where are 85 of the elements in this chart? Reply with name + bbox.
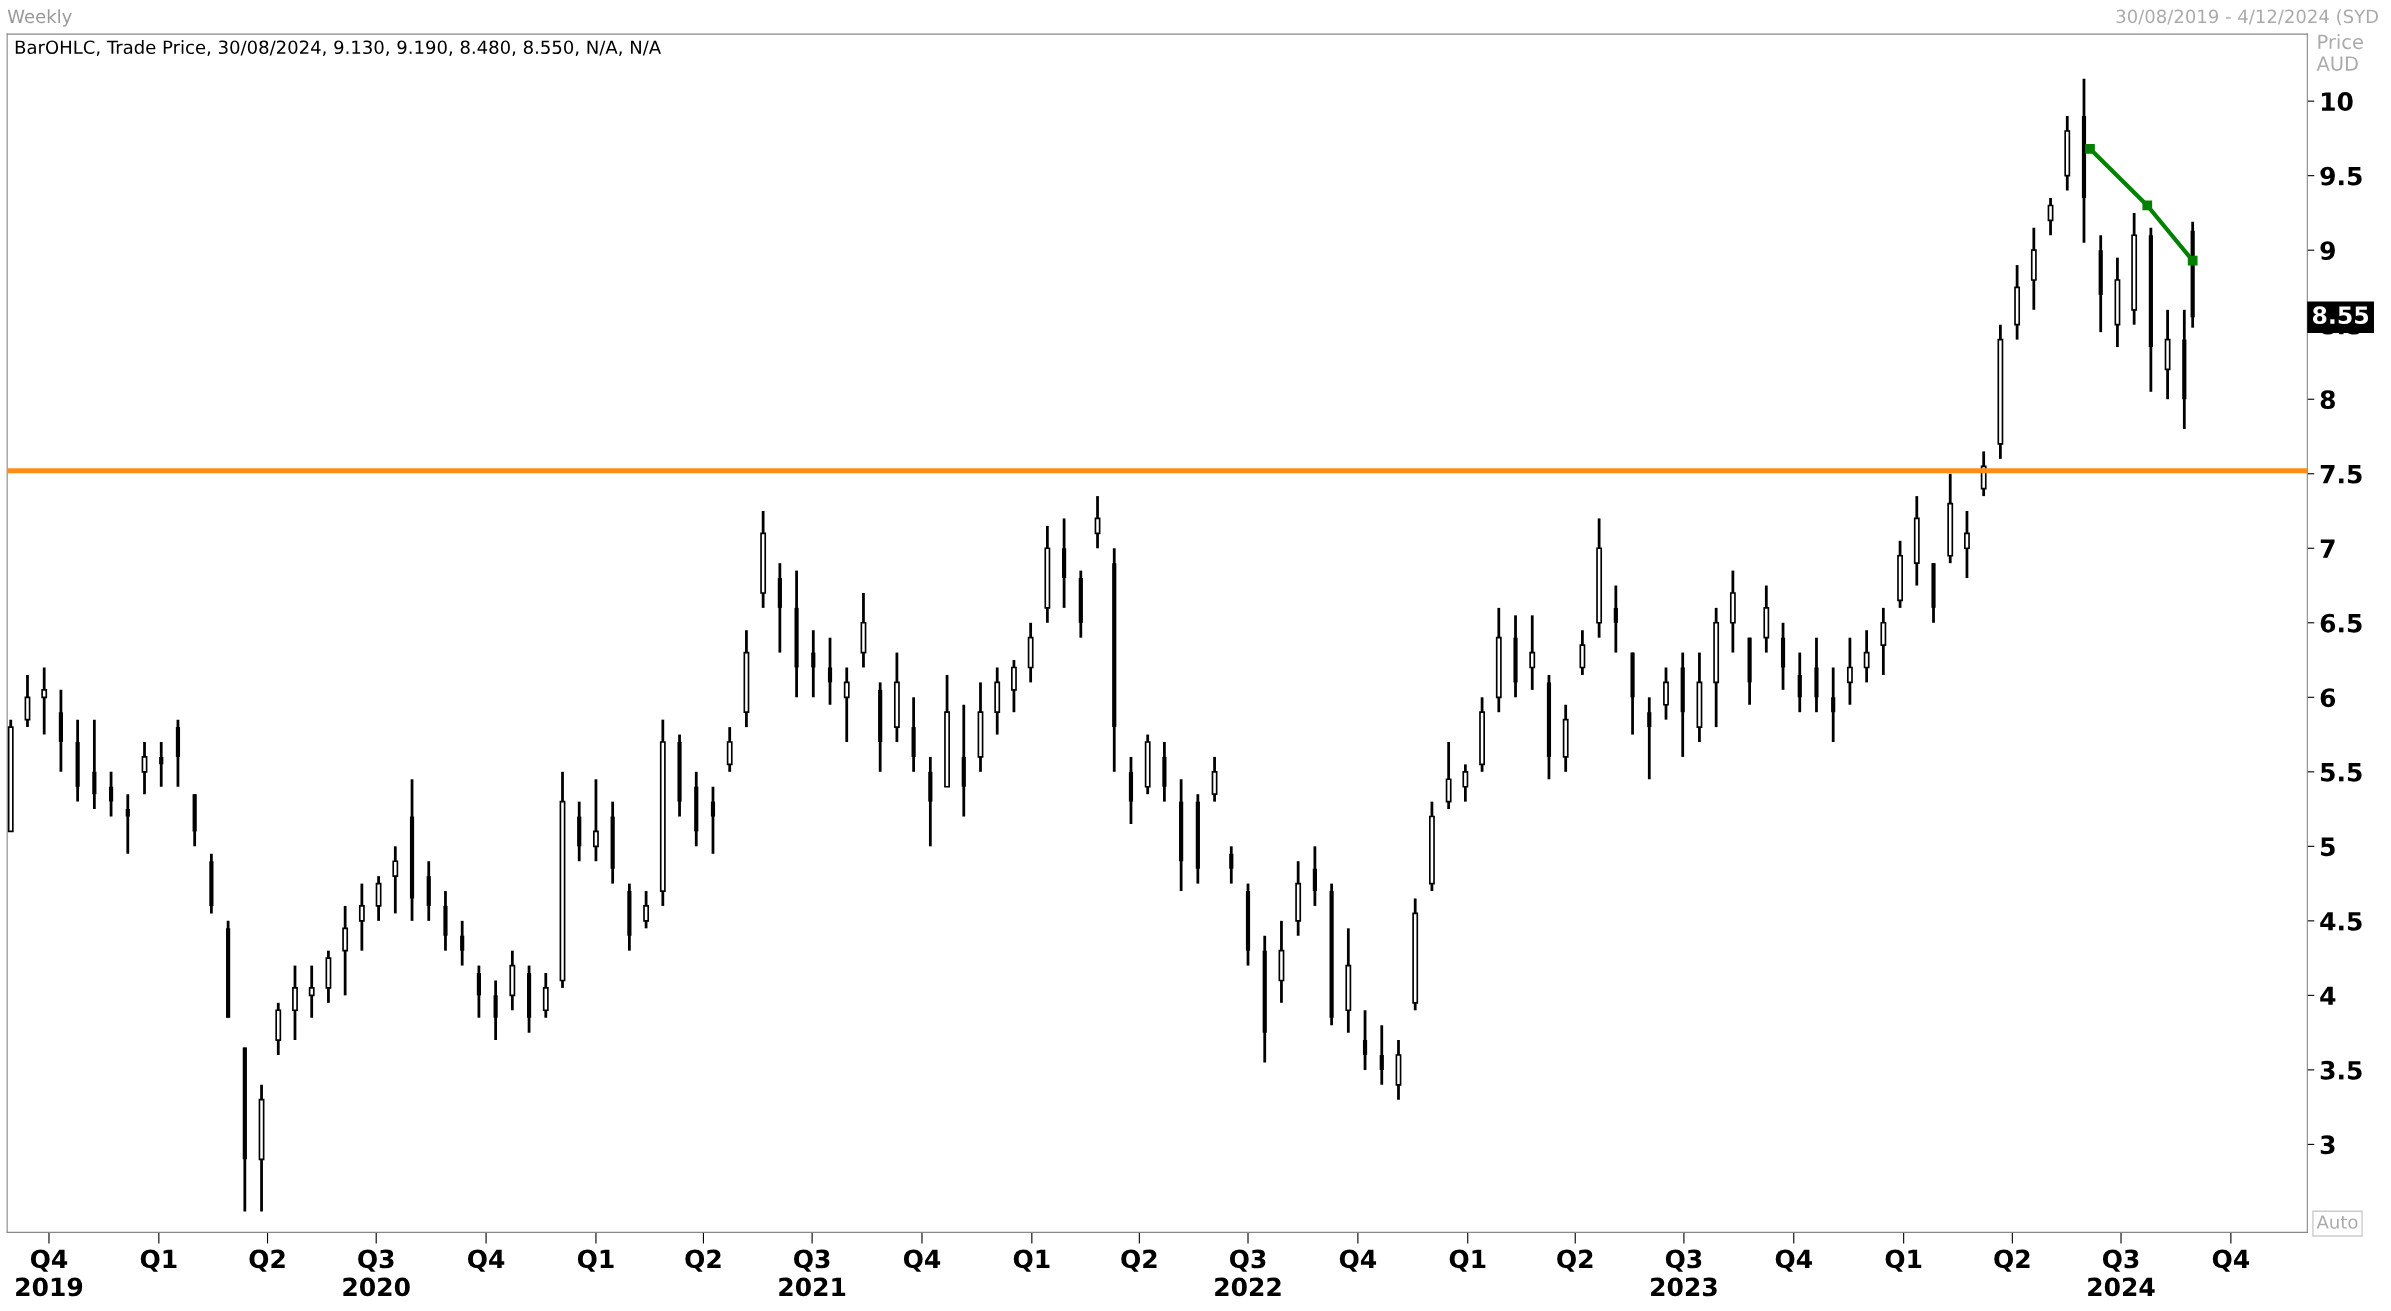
x-tick-label: Q4 [1775,1249,1812,1272]
candlestick [811,628,816,699]
x-tick-label: Q4 2019 [16,1249,83,1297]
candlestick [1663,666,1669,722]
candlestick [843,666,850,744]
y-tick-label: 10 [2321,92,2353,112]
candlestick [392,844,399,915]
y-tick-label: 5.5 [2321,763,2362,782]
x-tick-label: Q2 [1994,1249,2030,1272]
x-tick-label: Q2 [685,1249,721,1272]
chart-title: Weekly [7,9,72,27]
candlestick [108,770,114,818]
candlestick [308,964,315,1020]
candlestick [1312,844,1317,908]
candlestick [493,979,498,1042]
candlestick [1831,666,1836,744]
x-tick-label: Q1 [140,1249,177,1272]
x-tick-label: Q4 [1339,1249,1377,1272]
candlestick [1964,509,1970,580]
candlestick [1462,762,1469,804]
y-tick-label: 6 [2320,688,2336,708]
candlestick [542,971,549,1020]
x-tick-label: Q1 [577,1249,614,1272]
y-tick-label: 3 [2320,1135,2335,1155]
candlestick [1379,1023,1384,1087]
y-tick-label: 8 [2320,390,2335,410]
candlestick [1797,651,1802,714]
point [2142,200,2153,211]
text: 8.55 [2312,306,2369,325]
candlestick [460,919,465,967]
candlestick [292,964,298,1042]
y-tick-label: 7.5 [2320,465,2362,484]
text: Auto [2316,1215,2358,1229]
chart-subtitle: BarOHLC, Trade Price, 30/08/2024, 9.130, 9.190, 8.480, 8.550, N/A, N/A [15,40,661,56]
candlestick [342,904,349,997]
x-tick-label: Q1 [1013,1249,1050,1272]
candlestick [159,740,164,789]
x-tick-label: Q3 2022 [1215,1249,1281,1297]
x-tick-label: Q3 2020 [343,1249,410,1297]
candlestick [41,666,48,736]
candlestick [1880,606,1887,677]
candlestick [125,792,130,856]
y-tick-label: 7 [2320,539,2335,558]
candlestick [643,889,650,930]
candlestick [1846,636,1853,707]
x-tick-label: Q2 [249,1249,285,1272]
x-tick-label: Q3 2023 [1651,1249,1717,1297]
point [2085,143,2095,154]
candlestick [1011,658,1017,714]
text: 30/08/2019 - 4/12/2024 (SYD [2116,9,2378,26]
x-tick-label: Q1 [1885,1249,1922,1272]
x-tick-label: Q4 [903,1249,941,1272]
y-tick-label: 9.5 [2320,166,2362,186]
y-tick-label: 5 [2321,837,2335,857]
candlestick [593,777,599,863]
y-tick-label: 4 [2320,986,2336,1005]
y-tick-label: 6.5 [2320,613,2362,633]
x-tick-label: Q2 [1121,1249,1157,1272]
candlestick [1613,584,1618,654]
point [2187,255,2198,266]
x-tick-label: Q2 [1557,1249,1593,1272]
candlestick [375,874,382,923]
candlestick [827,636,833,707]
x-tick-label: Q4 [467,1249,505,1272]
candlestick [358,882,365,953]
candlestick [1445,740,1452,811]
candlestick [1529,613,1536,692]
y-tick-label: 4.5 [2320,912,2362,931]
y-axis-title: Price AUD [2316,34,2363,71]
candlestick [1647,695,1652,781]
candlestick [1863,628,1870,684]
candlestick [92,718,97,811]
candlestick [141,740,148,796]
candlestick [1229,844,1234,885]
x-tick-label: Q3 2024 [2088,1249,2155,1297]
x-tick-label: Q1 [1449,1249,1486,1272]
x-tick-label: Q4 [2212,1249,2250,1272]
y-tick-label: 9 [2320,241,2335,261]
x-tick-label: Q3 2021 [779,1249,846,1297]
candlestick [1362,1008,1368,1072]
candlestick [476,964,481,1020]
candlestick [1579,628,1586,677]
y-tick-label: 3.5 [2320,1060,2362,1080]
candlestick [726,725,733,774]
candlestick [710,785,716,856]
